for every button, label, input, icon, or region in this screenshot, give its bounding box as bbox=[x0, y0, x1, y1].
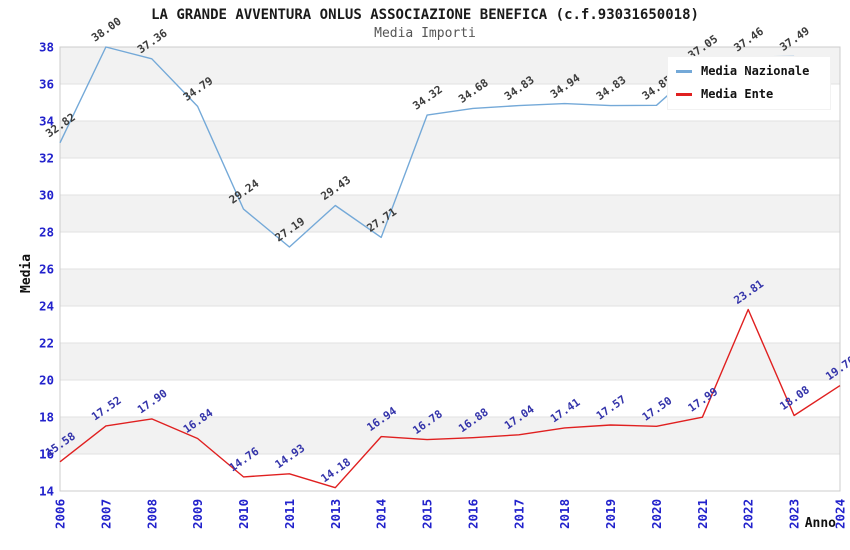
x-tick-label: 2016 bbox=[465, 499, 480, 529]
plot-band bbox=[60, 195, 840, 232]
x-tick-label: 2017 bbox=[511, 499, 526, 529]
x-tick-label: 2010 bbox=[236, 499, 251, 529]
x-tick-label: 2015 bbox=[420, 499, 435, 529]
legend-label-nazionale: Media Nazionale bbox=[701, 64, 810, 78]
x-tick-label: 2014 bbox=[374, 499, 389, 529]
y-tick-label: 32 bbox=[39, 151, 54, 166]
x-tick-label: 2009 bbox=[190, 499, 205, 529]
plot-band bbox=[60, 232, 840, 269]
x-tick-label: 2024 bbox=[833, 499, 848, 529]
series-line-media-ente bbox=[59, 308, 841, 489]
legend-item-media-nazionale: Media Nazionale bbox=[676, 64, 822, 78]
plot-band bbox=[60, 158, 840, 195]
x-tick-label: 2006 bbox=[53, 499, 68, 529]
y-tick-label: 30 bbox=[39, 188, 54, 203]
x-tick-label: 2018 bbox=[557, 499, 572, 529]
plot-band bbox=[60, 380, 840, 417]
plot-band bbox=[60, 417, 840, 454]
line-swatch-nazionale-icon bbox=[676, 69, 692, 73]
x-tick-label: 2008 bbox=[144, 499, 159, 529]
plot-band bbox=[60, 343, 840, 380]
x-tick-label: 2019 bbox=[603, 499, 618, 529]
y-tick-label: 28 bbox=[39, 225, 54, 240]
plot-band bbox=[60, 269, 840, 306]
plot-border bbox=[59, 46, 841, 492]
y-tick-label: 20 bbox=[39, 373, 54, 388]
y-tick-label: 36 bbox=[39, 77, 54, 92]
x-tick-label: 2020 bbox=[649, 499, 664, 529]
plot-band bbox=[60, 121, 840, 158]
y-tick-label: 34 bbox=[39, 114, 54, 129]
line-swatch-ente-icon bbox=[676, 92, 692, 96]
y-tick-label: 18 bbox=[39, 410, 54, 425]
legend: Media Nazionale Media Ente bbox=[667, 56, 831, 110]
plot-band bbox=[60, 454, 840, 491]
x-tick-label: 2011 bbox=[282, 499, 297, 529]
y-axis-title: Media bbox=[19, 254, 34, 293]
x-axis-title: Anno bbox=[805, 516, 836, 531]
plot-band bbox=[60, 306, 840, 343]
y-tick-label: 16 bbox=[39, 447, 54, 462]
chart-title: LA GRANDE AVVENTURA ONLUS ASSOCIAZIONE B… bbox=[151, 7, 699, 23]
y-tick-label: 26 bbox=[39, 262, 54, 277]
legend-item-media-ente: Media Ente bbox=[676, 87, 822, 101]
y-tick-label: 24 bbox=[39, 299, 54, 314]
y-tick-label: 14 bbox=[39, 484, 54, 499]
data-point-label-media-nazionale: 38.00 bbox=[89, 15, 124, 45]
y-tick-label: 22 bbox=[39, 336, 54, 351]
x-tick-label: 2022 bbox=[741, 499, 756, 529]
x-tick-label: 2013 bbox=[328, 499, 343, 529]
x-tick-label: 2021 bbox=[695, 499, 710, 529]
legend-label-ente: Media Ente bbox=[701, 87, 774, 101]
x-tick-label: 2023 bbox=[787, 499, 802, 529]
y-tick-label: 38 bbox=[39, 40, 54, 55]
chart-subtitle: Media Importi bbox=[374, 26, 476, 41]
x-tick-label: 2007 bbox=[98, 499, 113, 529]
